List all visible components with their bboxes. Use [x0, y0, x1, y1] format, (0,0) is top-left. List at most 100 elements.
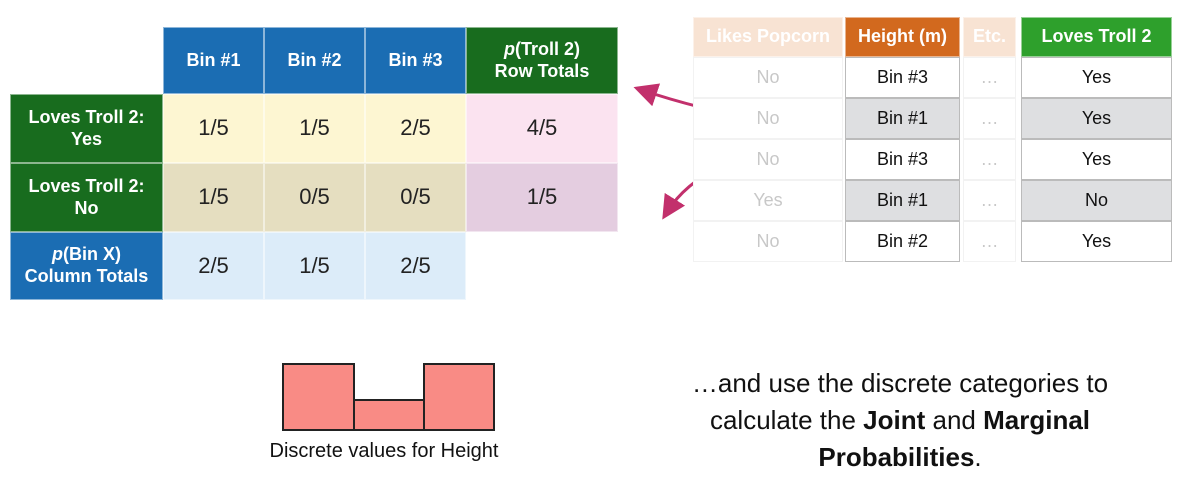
- cell: No: [1021, 180, 1172, 221]
- cell-text: Yes: [1081, 107, 1112, 128]
- column-header: Loves Troll 2: [1021, 17, 1172, 57]
- cell: No: [693, 98, 843, 139]
- column-header: Etc.: [963, 17, 1016, 57]
- cell: No: [693, 221, 843, 262]
- column-header: Bin #2: [264, 27, 365, 94]
- cell-text: …: [980, 66, 999, 87]
- header-text: Likes Popcorn: [705, 26, 831, 47]
- header-italic: p: [52, 244, 63, 265]
- cell: Yes: [1021, 221, 1172, 262]
- cell: No: [693, 139, 843, 180]
- cell-text: Bin #1: [876, 189, 929, 210]
- cell: 0/5: [365, 163, 466, 232]
- header-text: (Bin X): [63, 244, 121, 265]
- cell: …: [963, 98, 1016, 139]
- cell-text: 1/5: [198, 115, 229, 141]
- caption-text: calculate the: [709, 405, 864, 435]
- header-line: No: [74, 197, 99, 218]
- cell-text: 4/5: [526, 115, 558, 141]
- caption-line: Probabilities.: [600, 442, 1200, 473]
- histogram-caption: Discrete values for Height: [269, 440, 499, 462]
- cell: …: [963, 139, 1016, 180]
- cell: Yes: [1021, 57, 1172, 98]
- cell: Yes: [693, 180, 843, 221]
- histogram-bar: [423, 363, 495, 431]
- cell-text: …: [980, 107, 999, 128]
- cell-text: Bin #2: [876, 230, 929, 251]
- cell-text: No: [756, 148, 780, 169]
- caption-line: calculate the Joint and Marginal: [600, 405, 1200, 436]
- caption-text: .: [974, 442, 982, 472]
- header-text: Loves Troll 2: [1041, 26, 1152, 47]
- caption-text: …and use the discrete categories to: [691, 368, 1109, 398]
- row-header: p(Bin X) Column Totals: [10, 232, 163, 300]
- header-line: p(Bin X): [52, 244, 121, 266]
- total-cell: 4/5: [466, 94, 618, 163]
- header-line: Loves Troll 2:: [28, 106, 145, 127]
- cell: …: [963, 57, 1016, 98]
- caption-text: and: [925, 405, 984, 435]
- header-line: Loves Troll 2:: [28, 175, 145, 196]
- cell-text: 0/5: [400, 184, 431, 210]
- header-text: (Troll 2): [514, 38, 580, 59]
- caption-text: Joint: [863, 405, 926, 435]
- header-text: Bin #3: [388, 49, 443, 70]
- cell: Bin #1: [845, 98, 960, 139]
- cell: 2/5: [163, 232, 264, 300]
- cell-text: Yes: [1081, 66, 1112, 87]
- cell-text: 1/5: [526, 184, 558, 210]
- histogram-bar: [353, 399, 425, 431]
- cell: …: [963, 180, 1016, 221]
- total-cell: 1/5: [466, 163, 618, 232]
- cell: Bin #1: [845, 180, 960, 221]
- cell-text: …: [980, 230, 999, 251]
- cell-text: 2/5: [400, 115, 431, 141]
- histogram-bar: [282, 363, 355, 431]
- cell-text: Yes: [1081, 148, 1112, 169]
- cell-text: Bin #1: [876, 107, 929, 128]
- cell: 1/5: [264, 94, 365, 163]
- cell: 1/5: [163, 94, 264, 163]
- cell-text: Bin #3: [876, 66, 929, 87]
- caption-text: Probabilities: [818, 442, 975, 472]
- column-header: Bin #1: [163, 27, 264, 94]
- column-header: Height (m): [845, 17, 960, 57]
- cell-text: 0/5: [299, 184, 330, 210]
- cell-text: Yes: [753, 189, 783, 210]
- column-header: Bin #3: [365, 27, 466, 94]
- cell-text: …: [980, 189, 999, 210]
- cell: 2/5: [365, 232, 466, 300]
- header-line: Row Totals: [494, 60, 590, 81]
- cell-text: Bin #3: [876, 148, 929, 169]
- cell: No: [693, 57, 843, 98]
- header-line: p(Troll 2): [504, 39, 580, 61]
- totals-header: p(Troll 2) Row Totals: [466, 27, 618, 94]
- header-line: Yes: [70, 128, 103, 149]
- cell: …: [963, 221, 1016, 262]
- cell-text: No: [756, 66, 780, 87]
- cell-text: 2/5: [198, 252, 229, 278]
- caption-line: …and use the discrete categories to: [600, 368, 1200, 399]
- cell: Bin #2: [845, 221, 960, 262]
- cell-text: Yes: [1081, 230, 1112, 251]
- caption-text: Marginal: [983, 405, 1091, 435]
- cell-text: No: [1084, 189, 1108, 210]
- cell: Yes: [1021, 139, 1172, 180]
- cell: Bin #3: [845, 139, 960, 180]
- row-header: Loves Troll 2: Yes: [10, 94, 163, 163]
- header-text: Height (m): [858, 26, 947, 47]
- header-text: Bin #1: [186, 49, 241, 70]
- row-header: Loves Troll 2: No: [10, 163, 163, 232]
- cell: 2/5: [365, 94, 466, 163]
- column-header: Likes Popcorn: [693, 17, 843, 57]
- header-line: Column Totals: [24, 266, 149, 286]
- header-italic: p: [503, 38, 515, 59]
- cell: 1/5: [163, 163, 264, 232]
- cell-text: No: [756, 230, 780, 251]
- cell-text: 2/5: [400, 252, 431, 278]
- header-text: Etc.: [972, 26, 1006, 47]
- cell-text: 1/5: [299, 252, 330, 278]
- cell: 0/5: [264, 163, 365, 232]
